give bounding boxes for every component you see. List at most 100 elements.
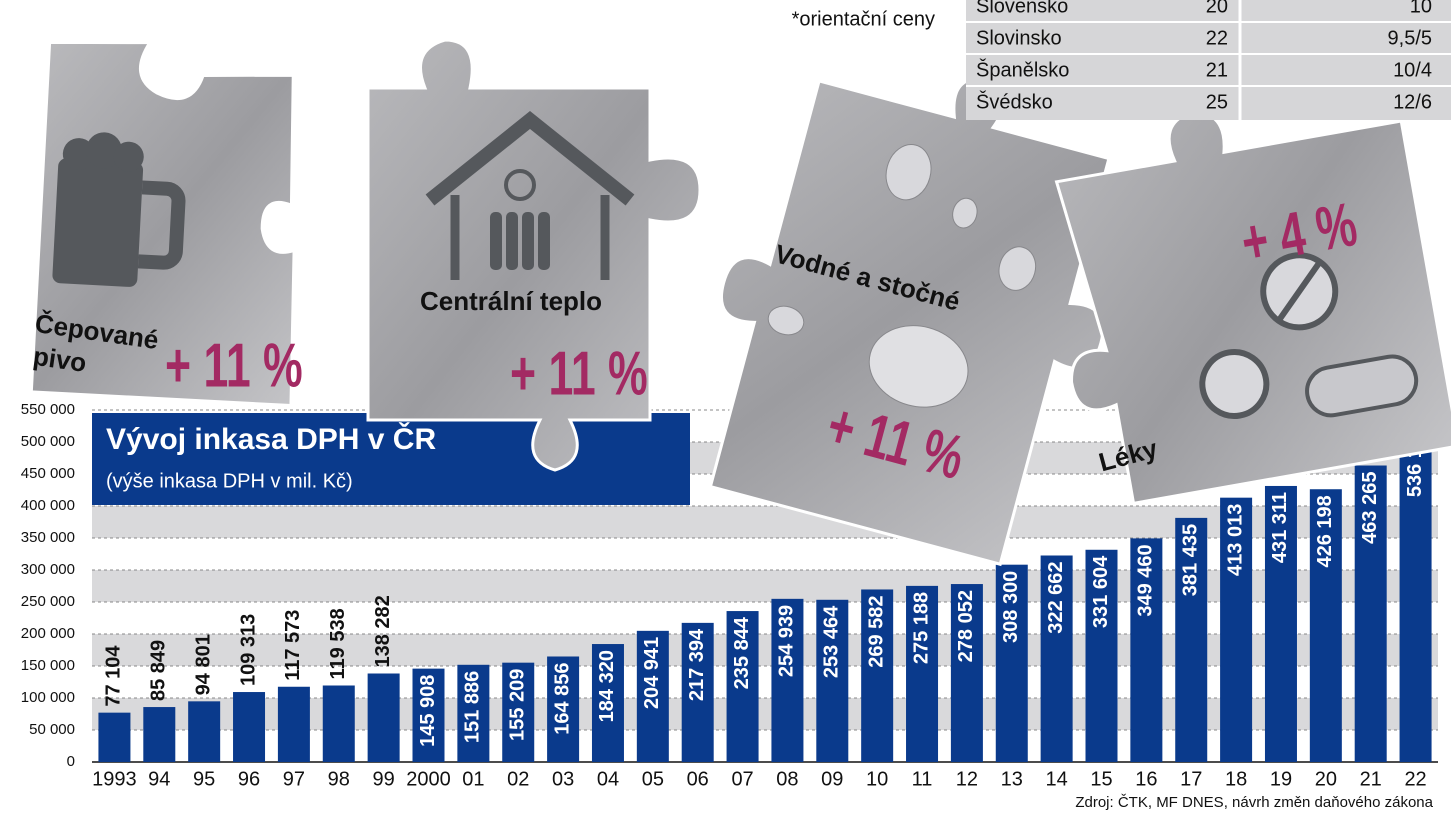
source: Zdroj: ČTK, MF DNES, návrh změn daňového… <box>1075 794 1433 811</box>
bar <box>143 707 176 762</box>
x-tick-label: 07 <box>731 768 753 790</box>
value-label: 217 394 <box>686 628 708 701</box>
puzzle-beer <box>29 40 296 408</box>
bar <box>1130 538 1163 762</box>
value-label: 431 311 <box>1269 492 1291 563</box>
bar <box>367 673 400 762</box>
x-tick-label: 16 <box>1135 768 1157 790</box>
table-cell: Slovensko <box>976 0 1068 17</box>
value-label: 138 282 <box>372 595 394 667</box>
grid-band <box>92 570 1438 602</box>
value-label: 463 265 <box>1359 472 1381 544</box>
x-tick-label: 12 <box>956 768 978 790</box>
grid-band <box>92 506 1438 538</box>
grid-band <box>92 634 1438 666</box>
bar <box>1040 555 1073 762</box>
bar <box>861 589 894 762</box>
x-tick-label: 13 <box>1001 768 1023 790</box>
table-cell: 21 <box>1206 59 1228 81</box>
puzzle-change: + 11 % <box>510 339 648 408</box>
puzzle-medicine <box>1054 110 1451 506</box>
y-tick-label: 200 000 <box>21 625 75 642</box>
x-tick-label: 04 <box>597 768 619 790</box>
bar <box>502 662 535 762</box>
table-background <box>966 0 1451 120</box>
puzzle-heating <box>366 38 702 472</box>
value-label: 117 573 <box>282 610 304 681</box>
value-label: 413 013 <box>1224 504 1246 576</box>
y-tick-label: 400 000 <box>21 497 75 514</box>
table-cell: 9,5/5 <box>1388 27 1432 49</box>
bar <box>1354 465 1387 762</box>
table-note: *orientační ceny <box>792 8 935 30</box>
puzzle-label: pivo <box>31 341 88 378</box>
puzzle-label: Centrální teplo <box>420 286 602 316</box>
bar <box>1264 485 1297 762</box>
bar <box>322 685 355 762</box>
bar <box>1309 489 1342 762</box>
x-tick-label: 97 <box>283 768 305 790</box>
x-tick-label: 96 <box>238 768 260 790</box>
x-tick-label: 03 <box>552 768 574 790</box>
value-label: 155 209 <box>507 669 529 741</box>
y-tick-label: 300 000 <box>21 561 75 578</box>
x-tick-label: 98 <box>328 768 350 790</box>
value-label: 322 662 <box>1045 561 1067 633</box>
bar <box>547 656 580 762</box>
table-cell: 10/4 <box>1393 59 1432 81</box>
x-tick-label: 95 <box>193 768 215 790</box>
x-tick-label: 22 <box>1404 768 1426 790</box>
x-tick-label: 02 <box>507 768 529 790</box>
x-tick-label: 11 <box>912 768 933 790</box>
table-cell: 10 <box>1410 0 1432 17</box>
x-tick-label: 06 <box>687 768 709 790</box>
y-tick-label: 100 000 <box>21 689 75 706</box>
table-cell: 25 <box>1206 91 1228 113</box>
bar <box>771 598 804 762</box>
value-label: 331 604 <box>1090 555 1112 628</box>
x-tick-label: 10 <box>866 768 888 790</box>
puzzle-change: + 11 % <box>165 331 303 400</box>
bar <box>1175 517 1208 762</box>
chart-subtitle: (výše inkasa DPH v mil. Kč) <box>106 470 353 492</box>
value-label: 109 313 <box>237 614 259 686</box>
table-cell: Španělsko <box>976 58 1069 81</box>
x-tick-label: 94 <box>148 768 170 790</box>
x-tick-label: 99 <box>373 768 395 790</box>
x-tick-label: 2000 <box>406 768 451 790</box>
x-tick-label: 20 <box>1315 768 1337 790</box>
value-label: 184 320 <box>596 650 618 722</box>
x-tick-label: 1993 <box>92 768 137 790</box>
bar <box>1220 497 1253 762</box>
bar <box>1399 418 1432 762</box>
x-tick-label: 18 <box>1225 768 1247 790</box>
value-label: 77 104 <box>103 645 125 707</box>
bar <box>1085 549 1118 762</box>
bar <box>726 611 759 762</box>
x-tick-label: 01 <box>462 768 484 790</box>
value-label: 235 844 <box>731 616 753 689</box>
value-label: 269 582 <box>865 595 887 667</box>
value-label: 254 939 <box>776 605 798 677</box>
bar <box>995 564 1028 762</box>
y-tick-label: 550 000 <box>21 401 75 418</box>
bar <box>950 584 983 762</box>
table-cell: 22 <box>1206 27 1228 49</box>
x-tick-label: 19 <box>1270 768 1292 790</box>
bar <box>457 664 490 762</box>
bar <box>233 692 266 762</box>
y-tick-label: 500 000 <box>21 433 75 450</box>
x-tick-label: 17 <box>1180 768 1202 790</box>
puzzle-water <box>708 77 1111 567</box>
value-label: 381 435 <box>1180 524 1202 596</box>
bars: 1993 77 104 94 85 849 95 94 801 96 109 313 97 117… <box>92 418 1432 790</box>
title-box <box>92 413 690 505</box>
bar <box>816 599 849 762</box>
y-tick-label: 450 000 <box>21 465 75 482</box>
table: Slovensko 20 10 Slovinsko 22 9,5/5 Španělsko 21… <box>966 0 1451 120</box>
bar <box>906 585 939 762</box>
bar <box>681 622 714 762</box>
x-tick-label: 09 <box>821 768 843 790</box>
y-tick-label: 350 000 <box>21 529 75 546</box>
